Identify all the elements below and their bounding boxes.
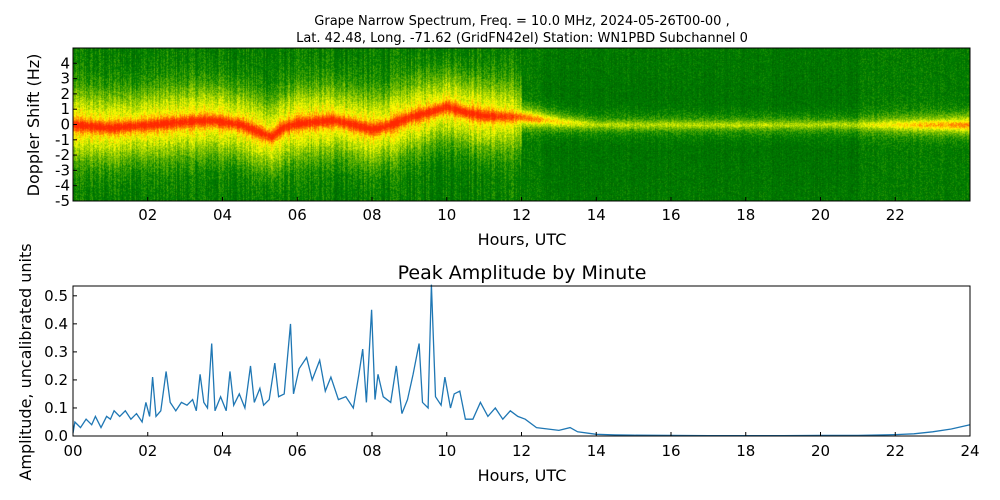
- x-tick-label: 16: [661, 206, 680, 224]
- y-tick-label: 4: [60, 54, 70, 72]
- x-tick-label: 06: [288, 442, 307, 460]
- spectrogram-heatmap: [73, 48, 970, 201]
- x-tick-label: 02: [138, 206, 157, 224]
- x-tick-label: 16: [661, 442, 680, 460]
- y-tick-label: -4: [55, 177, 70, 195]
- y-tick-label: 3: [60, 70, 70, 88]
- y-tick-label: 0.1: [44, 399, 68, 417]
- x-tick-label: 22: [886, 206, 905, 224]
- x-tick-label: 08: [362, 442, 381, 460]
- spectrum-title-line2: Lat. 42.48, Long. -71.62 (GridFN42el) St…: [296, 31, 748, 46]
- amplitude-y-ticks: 0.0 0.1 0.2 0.3 0.4 0.5: [44, 287, 77, 445]
- amplitude-title: Peak Amplitude by Minute: [398, 262, 647, 284]
- x-tick-label: 04: [213, 206, 232, 224]
- amplitude-x-ticks: 00 02 04 06 08 10 12 14 16 18 20 22 24: [63, 432, 980, 460]
- amplitude-frame: [72, 285, 971, 437]
- y-tick-label: 2: [60, 85, 70, 103]
- x-tick-label: 20: [811, 206, 830, 224]
- x-tick-label: 10: [437, 206, 456, 224]
- amplitude-series: [72, 284, 971, 437]
- y-tick-label: 0: [60, 116, 70, 134]
- y-tick-label: -1: [55, 131, 70, 149]
- x-tick-label: 04: [213, 442, 232, 460]
- amplitude-xlabel: Hours, UTC: [478, 466, 567, 485]
- spectrogram-xlabel: Hours, UTC: [478, 230, 567, 249]
- y-tick-label: -5: [55, 192, 70, 210]
- y-tick-label: 0.5: [44, 287, 68, 305]
- y-tick-label: 0.2: [44, 371, 68, 389]
- spectrogram-ylabel: Doppler Shift (Hz): [24, 54, 43, 197]
- y-tick-label: 0.4: [44, 315, 68, 333]
- x-tick-label: 12: [512, 442, 531, 460]
- x-tick-label: 10: [437, 442, 456, 460]
- x-tick-label: 14: [587, 442, 606, 460]
- x-tick-label: 14: [587, 206, 606, 224]
- x-tick-label: 08: [362, 206, 381, 224]
- x-tick-label: 00: [63, 442, 82, 460]
- x-tick-label: 02: [138, 442, 157, 460]
- x-tick-label: 20: [811, 442, 830, 460]
- amplitude-line: [72, 284, 971, 437]
- x-tick-label: 12: [512, 206, 531, 224]
- x-tick-label: 18: [736, 442, 755, 460]
- x-tick-label: 24: [960, 442, 979, 460]
- y-tick-label: -2: [55, 146, 70, 164]
- spectrogram-frame: [72, 47, 971, 202]
- y-tick-label: 1: [60, 100, 70, 118]
- spectrum-title-line1: Grape Narrow Spectrum, Freq. = 10.0 MHz,…: [314, 14, 729, 29]
- amplitude-ylabel: Amplitude, uncalibrated units: [16, 243, 35, 480]
- y-tick-label: 0.3: [44, 343, 68, 361]
- x-tick-label: 22: [886, 442, 905, 460]
- x-tick-label: 06: [288, 206, 307, 224]
- y-tick-label: 0.0: [44, 427, 68, 445]
- x-tick-label: 18: [736, 206, 755, 224]
- y-tick-label: -3: [55, 161, 70, 179]
- spectrogram-x-ticks: 02 04 06 08 10 12 14 16 18 20 22: [138, 197, 905, 224]
